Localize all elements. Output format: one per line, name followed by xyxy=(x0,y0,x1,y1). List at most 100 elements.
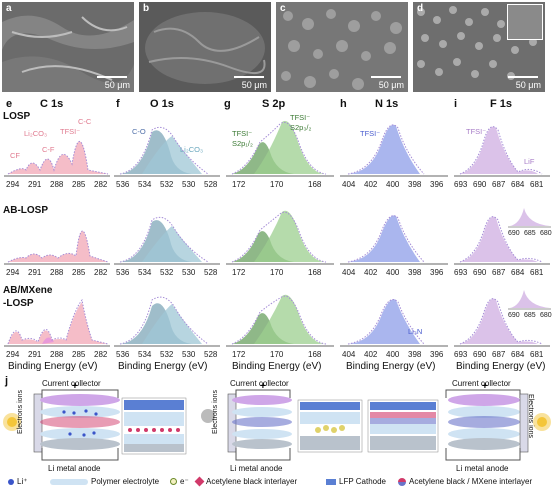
sem-letter: b xyxy=(143,3,150,14)
legend-label: LFP Cathode xyxy=(339,477,386,486)
cell-right: + xyxy=(445,381,529,461)
polymer-electrolyte-icon xyxy=(50,478,88,485)
legend-ab-mxene: Acetylene black / MXene interlayer xyxy=(398,477,532,486)
tick: 168 xyxy=(308,268,322,277)
tick: 690 xyxy=(473,350,487,359)
tick: 687 xyxy=(492,180,506,189)
cell-center: + xyxy=(227,381,292,461)
spectrum-n1s-ab-losp: 404 402 400 398 396 xyxy=(340,215,448,277)
tick: 282 xyxy=(94,180,108,189)
tick: 530 xyxy=(182,180,196,189)
battery-schematic: + + xyxy=(3,381,551,461)
tick: 285 xyxy=(72,350,86,359)
label-tfsi: TFSI⁻ xyxy=(60,127,80,136)
sem-image-c: c 50 μm xyxy=(276,2,408,92)
panel-letter-g: g xyxy=(224,98,231,110)
spectrum-c1s-ab-mxene: 294 291 288 285 282 xyxy=(4,298,110,359)
tick: 400 xyxy=(386,180,400,189)
label-s2p-right-2: S2p₃/₂ xyxy=(290,123,311,132)
tick: 534 xyxy=(138,268,152,277)
tick: 536 xyxy=(116,350,130,359)
scale-bar xyxy=(371,76,401,78)
tick: 285 xyxy=(72,180,86,189)
tick: 404 xyxy=(342,180,356,189)
tick: 680 xyxy=(540,230,552,237)
tick: 398 xyxy=(408,180,422,189)
tick: 294 xyxy=(6,268,20,277)
spectrum-f1s-losp: TFSI⁻ LiF 693 690 687 684 681 xyxy=(454,126,550,189)
row-label-ab-losp: AB-LOSP xyxy=(3,205,48,216)
tick: 404 xyxy=(342,268,356,277)
interlayer-zoom-center-1 xyxy=(297,399,363,453)
tick: 528 xyxy=(204,350,218,359)
tick: 168 xyxy=(308,180,322,189)
spectrum-c1s-losp: CF Li₂CO₃ C-F TFSI⁻ C-C 294 291 288 285 … xyxy=(4,117,110,189)
tick: 172 xyxy=(232,180,246,189)
panel-title-s2p: S 2p xyxy=(262,98,286,110)
tick: 534 xyxy=(138,350,152,359)
sem-letter: d xyxy=(417,3,424,14)
tick: 402 xyxy=(364,180,378,189)
sem-image-a: a 50 μm xyxy=(2,2,134,92)
tick: 685 xyxy=(524,230,536,237)
label-li3n: Li₃N xyxy=(408,327,422,336)
sem-letter: c xyxy=(280,3,286,14)
tick: 282 xyxy=(94,268,108,277)
tick: 530 xyxy=(182,268,196,277)
label-cf: C-F xyxy=(42,145,55,154)
label-cc: C-C xyxy=(78,117,92,126)
panel-title-o1s: O 1s xyxy=(150,98,174,110)
label-s2p-left-1: TFSI⁻ xyxy=(232,129,252,138)
legend-label: Polymer electrolyte xyxy=(91,477,160,486)
interlayer-zoom-left xyxy=(121,397,187,455)
tick: 681 xyxy=(530,350,544,359)
legend-label: Li⁺ xyxy=(17,477,28,486)
tick: 693 xyxy=(454,268,468,277)
label-s2p-right-1: TFSI⁻ xyxy=(290,113,310,122)
label-li2co3: Li₂CO₃ xyxy=(24,129,47,138)
label-li-anode-left: Li metal anode xyxy=(48,464,101,473)
tick: 291 xyxy=(28,180,42,189)
panel-letter-i: i xyxy=(454,98,458,110)
panel-title-n1s: N 1s xyxy=(375,98,399,110)
schematic-legend: Li⁺ Polymer electrolyte e⁻ Acetylene bla… xyxy=(0,476,554,490)
f1s-inset-ab-mxene: 690 685 680 xyxy=(508,290,552,319)
axis-title-n1s: Binding Energy (eV) xyxy=(346,361,436,372)
svg-text:+: + xyxy=(482,381,488,392)
electron-icon xyxy=(170,478,177,485)
acetylene-black-icon xyxy=(194,476,205,487)
sem-texture-c xyxy=(276,2,408,92)
label-current-collector-center: Current collector xyxy=(230,379,289,388)
panel-letter-f: f xyxy=(116,98,120,110)
tick: 528 xyxy=(204,180,218,189)
legend-label: e⁻ xyxy=(180,477,189,486)
tick: 536 xyxy=(116,180,130,189)
label-cf3: CF xyxy=(10,151,20,160)
tick: 402 xyxy=(364,350,378,359)
label-li2co3-o: Li₂CO₃ xyxy=(180,145,203,154)
tick: 532 xyxy=(160,268,174,277)
axis-title-f1s: Binding Energy (eV) xyxy=(456,361,546,372)
sem-texture-a xyxy=(2,2,134,92)
label-electrons-ions-right: Electrons ions xyxy=(527,394,534,438)
lamp-icon-right xyxy=(533,413,551,431)
axis-title-c1s: Binding Energy (eV) xyxy=(8,361,98,372)
tick: 684 xyxy=(511,350,525,359)
scale-bar xyxy=(508,76,538,78)
tick: 291 xyxy=(28,268,42,277)
interlayer-zoom-center-2 xyxy=(367,399,439,453)
tick: 172 xyxy=(232,350,246,359)
tick: 288 xyxy=(50,268,64,277)
f1s-inset-ab: 690 685 680 xyxy=(508,208,552,237)
spectrum-s2p-losp: TFSI⁻ S2p₁/₂ TFSI⁻ S2p₃/₂ 172 170 168 xyxy=(226,113,334,189)
label-current-collector-left: Current collector xyxy=(42,379,101,388)
panel-letter-j: j xyxy=(5,375,9,387)
tick: 693 xyxy=(454,180,468,189)
tick: 400 xyxy=(386,268,400,277)
legend-label: Acetylene black interlayer xyxy=(206,477,298,486)
tick: 685 xyxy=(524,312,536,319)
tick: 684 xyxy=(511,268,525,277)
axis-title-o1s: Binding Energy (eV) xyxy=(118,361,208,372)
spectrum-o1s-losp: C-O Li₂CO₃ 536 534 532 530 528 xyxy=(114,126,220,189)
scale-label: 50 μm xyxy=(241,80,267,90)
